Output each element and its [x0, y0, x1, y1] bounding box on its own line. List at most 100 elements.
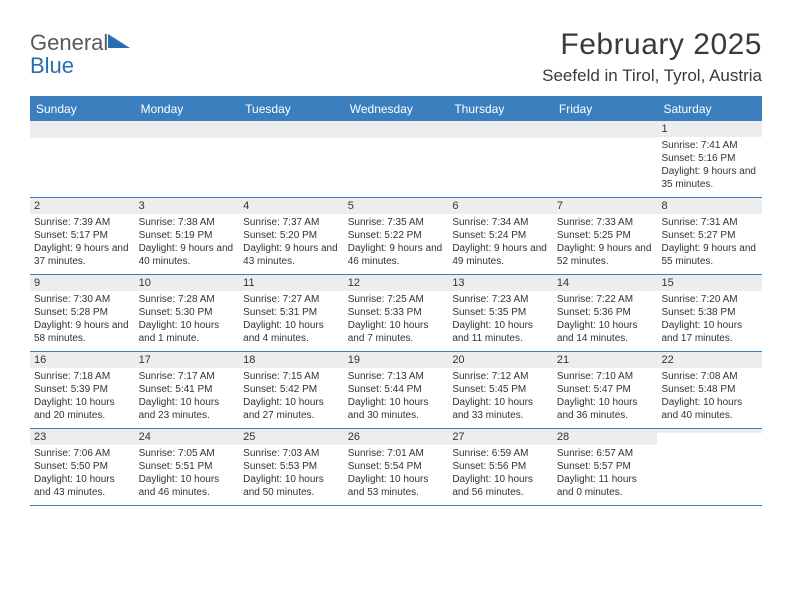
day-number: 23	[30, 429, 135, 445]
cell-details: Sunrise: 7:05 AM Sunset: 5:51 PM Dayligh…	[139, 447, 236, 499]
day-number	[448, 121, 553, 138]
location: Seefeld in Tirol, Tyrol, Austria	[542, 66, 762, 86]
cell-details: Sunrise: 7:34 AM Sunset: 5:24 PM Dayligh…	[452, 216, 549, 268]
dayhead-saturday: Saturday	[657, 98, 762, 121]
day-number: 27	[448, 429, 553, 445]
cell-details: Sunrise: 7:03 AM Sunset: 5:53 PM Dayligh…	[243, 447, 340, 499]
day-number	[30, 121, 135, 138]
dayhead-tuesday: Tuesday	[239, 98, 344, 121]
cell-details: Sunrise: 7:06 AM Sunset: 5:50 PM Dayligh…	[34, 447, 131, 499]
calendar-cell: 14Sunrise: 7:22 AM Sunset: 5:36 PM Dayli…	[553, 275, 658, 351]
calendar-cell: 18Sunrise: 7:15 AM Sunset: 5:42 PM Dayli…	[239, 352, 344, 428]
cell-details: Sunrise: 7:27 AM Sunset: 5:31 PM Dayligh…	[243, 293, 340, 345]
calendar-cell: 26 Sunrise: 7:01 AM Sunset: 5:54 PM Dayli…	[344, 429, 449, 505]
day-number	[344, 121, 449, 138]
calendar-cell: 19 Sunrise: 7:13 AM Sunset: 5:44 PM Dayli…	[344, 352, 449, 428]
day-number: 25	[239, 429, 344, 445]
calendar-cell	[553, 121, 658, 197]
day-number: 5	[344, 198, 449, 214]
day-number: 28	[553, 429, 658, 445]
cell-details: Sunrise: 7:15 AM Sunset: 5:42 PM Dayligh…	[243, 370, 340, 422]
day-number	[239, 121, 344, 138]
calendar-cell	[30, 121, 135, 197]
calendar-cell: 17 Sunrise: 7:17 AM Sunset: 5:41 PM Dayli…	[135, 352, 240, 428]
day-number: 13	[448, 275, 553, 291]
cell-details: Sunrise: 7:38 AM Sunset: 5:19 PM Dayligh…	[139, 216, 236, 268]
calendar-cell: 16Sunrise: 7:18 AM Sunset: 5:39 PM Dayli…	[30, 352, 135, 428]
calendar-cell	[448, 121, 553, 197]
title-block: February 2025 Seefeld in Tirol, Tyrol, A…	[542, 28, 762, 86]
calendar-cell: 1Sunrise: 7:41 AM Sunset: 5:16 PM Daylig…	[657, 121, 762, 197]
day-number: 1	[657, 121, 762, 137]
day-number: 4	[239, 198, 344, 214]
cell-details: Sunrise: 7:37 AM Sunset: 5:20 PM Dayligh…	[243, 216, 340, 268]
calendar-cell: 27 Sunrise: 6:59 AM Sunset: 5:56 PM Dayli…	[448, 429, 553, 505]
day-number	[553, 121, 658, 138]
day-number: 7	[553, 198, 658, 214]
calendar-cell: 2 Sunrise: 7:39 AM Sunset: 5:17 PM Daylig…	[30, 198, 135, 274]
cell-details: Sunrise: 7:23 AM Sunset: 5:35 PM Dayligh…	[452, 293, 549, 345]
calendar-cell	[344, 121, 449, 197]
day-number: 16	[30, 352, 135, 368]
day-number: 6	[448, 198, 553, 214]
cell-details: Sunrise: 7:25 AM Sunset: 5:33 PM Dayligh…	[348, 293, 445, 345]
calendar-cell: 8 Sunrise: 7:31 AM Sunset: 5:27 PM Daylig…	[657, 198, 762, 274]
week-row: 16Sunrise: 7:18 AM Sunset: 5:39 PM Dayli…	[30, 352, 762, 429]
calendar-cell: 13 Sunrise: 7:23 AM Sunset: 5:35 PM Dayli…	[448, 275, 553, 351]
dayhead-row: Sunday Monday Tuesday Wednesday Thursday…	[30, 98, 762, 121]
calendar-cell: 12Sunrise: 7:25 AM Sunset: 5:33 PM Dayli…	[344, 275, 449, 351]
cell-details: Sunrise: 7:31 AM Sunset: 5:27 PM Dayligh…	[661, 216, 758, 268]
calendar: Sunday Monday Tuesday Wednesday Thursday…	[30, 96, 762, 506]
day-number: 17	[135, 352, 240, 368]
cell-details: Sunrise: 7:08 AM Sunset: 5:48 PM Dayligh…	[661, 370, 758, 422]
cell-details: Sunrise: 7:01 AM Sunset: 5:54 PM Dayligh…	[348, 447, 445, 499]
calendar-cell: 5 Sunrise: 7:35 AM Sunset: 5:22 PM Daylig…	[344, 198, 449, 274]
logo: General Blue	[30, 28, 130, 78]
day-number	[657, 429, 762, 433]
page-title: February 2025	[542, 28, 762, 62]
calendar-cell: 28Sunrise: 6:57 AM Sunset: 5:57 PM Dayli…	[553, 429, 658, 505]
header: General Blue February 2025 Seefeld in Ti…	[30, 28, 762, 86]
calendar-cell: 25 Sunrise: 7:03 AM Sunset: 5:53 PM Dayli…	[239, 429, 344, 505]
day-number: 19	[344, 352, 449, 368]
calendar-cell: 3Sunrise: 7:38 AM Sunset: 5:19 PM Daylig…	[135, 198, 240, 274]
day-number: 22	[657, 352, 762, 368]
calendar-cell: 6 Sunrise: 7:34 AM Sunset: 5:24 PM Daylig…	[448, 198, 553, 274]
day-number: 8	[657, 198, 762, 214]
calendar-cell: 15Sunrise: 7:20 AM Sunset: 5:38 PM Dayli…	[657, 275, 762, 351]
cell-details: Sunrise: 7:10 AM Sunset: 5:47 PM Dayligh…	[557, 370, 654, 422]
cell-details: Sunrise: 6:59 AM Sunset: 5:56 PM Dayligh…	[452, 447, 549, 499]
calendar-cell: 21Sunrise: 7:10 AM Sunset: 5:47 PM Dayli…	[553, 352, 658, 428]
calendar-cell: 10 Sunrise: 7:28 AM Sunset: 5:30 PM Dayli…	[135, 275, 240, 351]
day-number: 15	[657, 275, 762, 291]
cell-details: Sunrise: 7:28 AM Sunset: 5:30 PM Dayligh…	[139, 293, 236, 345]
cell-details: Sunrise: 7:35 AM Sunset: 5:22 PM Dayligh…	[348, 216, 445, 268]
day-number: 10	[135, 275, 240, 291]
cell-details: Sunrise: 7:33 AM Sunset: 5:25 PM Dayligh…	[557, 216, 654, 268]
cell-details: Sunrise: 7:39 AM Sunset: 5:17 PM Dayligh…	[34, 216, 131, 268]
day-number: 9	[30, 275, 135, 291]
cell-details: Sunrise: 7:13 AM Sunset: 5:44 PM Dayligh…	[348, 370, 445, 422]
calendar-cell	[135, 121, 240, 197]
cell-details: Sunrise: 7:17 AM Sunset: 5:41 PM Dayligh…	[139, 370, 236, 422]
week-row: 1Sunrise: 7:41 AM Sunset: 5:16 PM Daylig…	[30, 121, 762, 198]
logo-word2: Blue	[30, 53, 74, 78]
calendar-cell: 11Sunrise: 7:27 AM Sunset: 5:31 PM Dayli…	[239, 275, 344, 351]
calendar-cell: 20Sunrise: 7:12 AM Sunset: 5:45 PM Dayli…	[448, 352, 553, 428]
day-number	[135, 121, 240, 138]
calendar-cell: 4 Sunrise: 7:37 AM Sunset: 5:20 PM Daylig…	[239, 198, 344, 274]
week-row: 9Sunrise: 7:30 AM Sunset: 5:28 PM Daylig…	[30, 275, 762, 352]
dayhead-wednesday: Wednesday	[344, 98, 449, 121]
weeks-container: 1Sunrise: 7:41 AM Sunset: 5:16 PM Daylig…	[30, 121, 762, 506]
dayhead-monday: Monday	[135, 98, 240, 121]
calendar-cell	[657, 429, 762, 505]
day-number: 26	[344, 429, 449, 445]
dayhead-sunday: Sunday	[30, 98, 135, 121]
day-number: 2	[30, 198, 135, 214]
cell-details: Sunrise: 7:12 AM Sunset: 5:45 PM Dayligh…	[452, 370, 549, 422]
dayhead-thursday: Thursday	[448, 98, 553, 121]
calendar-cell: 22 Sunrise: 7:08 AM Sunset: 5:48 PM Dayli…	[657, 352, 762, 428]
dayhead-friday: Friday	[553, 98, 658, 121]
logo-word1: General	[30, 30, 108, 55]
logo-text-block: General Blue	[30, 32, 130, 78]
